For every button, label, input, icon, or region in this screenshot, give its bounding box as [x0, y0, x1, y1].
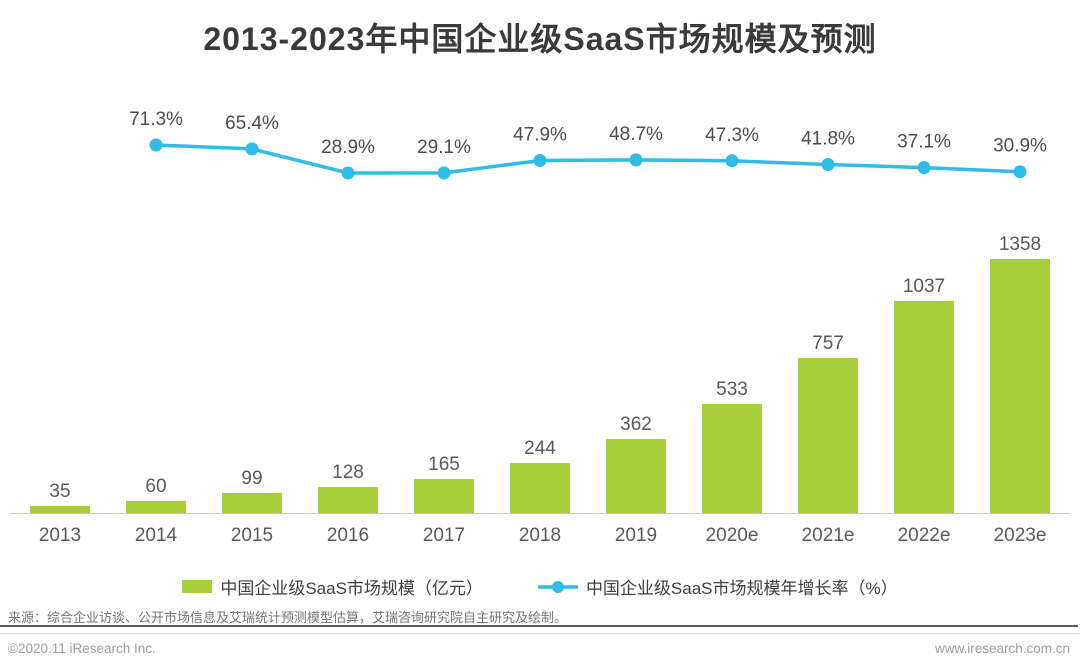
growth-rate-label: 47.3% [705, 125, 759, 146]
growth-rate-label: 41.8% [801, 129, 855, 150]
bar-column: 35 [12, 235, 108, 513]
bar-value-label: 533 [716, 378, 748, 400]
x-axis-label: 2019 [614, 525, 658, 546]
growth-rate-point [629, 153, 643, 167]
growth-rate-label: 48.7% [609, 124, 663, 145]
source-note: 来源：综合企业访谈、公开市场信息及艾瑞统计预测模型估算，艾瑞咨询研究院自主研究及… [8, 610, 568, 625]
bar-value-label: 362 [620, 413, 652, 435]
x-axis-label: 2017 [422, 525, 466, 546]
bar-column: 60 [108, 235, 204, 513]
bar-value-label: 244 [524, 438, 556, 460]
legend-line-label: 中国企业级SaaS市场规模年增长率（%） [585, 579, 898, 598]
growth-rate-point [821, 158, 835, 171]
bar-value-label: 128 [332, 461, 364, 483]
market-size-bar [990, 259, 1050, 513]
x-axis-labels: 2013 2014 2015 2016 2017 2018 2019 2020e 2021e 20… [12, 525, 1068, 547]
legend: 中国企业级SaaS市场规模（亿元） 中国企业级SaaS市场规模年增长率（%） [0, 574, 1080, 599]
bar-column: 1037 [876, 235, 972, 513]
x-axis-label: 2022e [897, 525, 951, 546]
legend-item-market-size: 中国企业级SaaS市场规模（亿元） [182, 574, 483, 599]
growth-rate-label: 29.1% [417, 137, 471, 158]
chart-title: 2013-2023年中国企业级SaaS市场规模及预测 [203, 21, 877, 57]
legend-item-growth-rate: 中国企业级SaaS市场规模年增长率（%） [537, 574, 898, 599]
bar-value-label: 1037 [902, 275, 946, 297]
market-size-bar [414, 479, 474, 513]
bar-value-label: 35 [49, 480, 71, 502]
market-size-bar [318, 486, 378, 513]
bar-value-label: 165 [428, 454, 460, 476]
market-size-bar [510, 463, 570, 513]
market-size-bar [798, 358, 858, 513]
bar-value-label: 99 [241, 467, 263, 489]
x-axis-label: 2013 [38, 525, 82, 546]
bar-plot-area: 35 60 99 128 165 244 362 533 757 1037 1358 [12, 235, 1068, 513]
bar-column: 128 [300, 235, 396, 513]
bar-column: 362 [588, 235, 684, 513]
growth-rate-point [245, 142, 259, 156]
x-axis-label: 2014 [134, 525, 178, 546]
bar-column: 165 [396, 235, 492, 513]
market-size-bar [222, 492, 282, 513]
growth-rate-point [341, 166, 355, 180]
bar-value-label: 757 [812, 333, 844, 354]
market-size-bar [702, 403, 762, 513]
x-axis-label: 2021e [801, 525, 855, 546]
market-size-bar [30, 505, 90, 513]
growth-rate-label: 37.1% [897, 132, 951, 153]
growth-rate-label: 30.9% [993, 136, 1047, 157]
copyright-text: ©2020.11 iResearch Inc. [8, 641, 156, 656]
growth-rate-point [149, 138, 163, 152]
x-axis-label: 2023e [993, 525, 1047, 546]
growth-rate-point [725, 154, 739, 168]
x-axis-label: 2016 [326, 525, 370, 546]
footer: ©2020.11 iResearch Inc. www.iresearch.co… [8, 641, 1070, 656]
footer-divider-dark [0, 625, 1078, 627]
x-axis-label: 2018 [518, 525, 562, 546]
bar-series-swatch-icon [182, 580, 213, 593]
growth-rate-label: 71.3% [129, 109, 183, 130]
growth-rate-label: 47.9% [513, 125, 567, 146]
market-size-bar [894, 300, 954, 513]
growth-rate-point [917, 161, 931, 175]
bar-value-label: 60 [145, 475, 167, 497]
market-size-bar [606, 438, 666, 513]
website-text: www.iresearch.com.cn [934, 641, 1070, 656]
bar-column: 533 [684, 235, 780, 513]
growth-rate-point [437, 166, 451, 180]
growth-rate-point [533, 154, 547, 167]
growth-rate-label: 28.9% [321, 137, 375, 158]
growth-rate-line [155, 143, 1021, 175]
x-axis-label: 2015 [230, 525, 274, 546]
market-size-bar [126, 500, 186, 513]
bar-column: 757 [780, 235, 876, 513]
x-axis-line [10, 513, 1070, 514]
bar-column: 244 [492, 235, 588, 513]
bar-column: 1358 [972, 235, 1068, 513]
bar-column: 99 [204, 235, 300, 513]
bar-value-label: 1358 [998, 234, 1042, 255]
x-axis-label: 2020e [705, 525, 759, 546]
legend-bar-label: 中国企业级SaaS市场规模（亿元） [220, 579, 483, 598]
growth-rate-point [1013, 165, 1027, 179]
footer-divider-light [0, 633, 1080, 634]
growth-rate-label: 65.4% [225, 113, 279, 134]
line-series-swatch-icon [537, 580, 578, 593]
